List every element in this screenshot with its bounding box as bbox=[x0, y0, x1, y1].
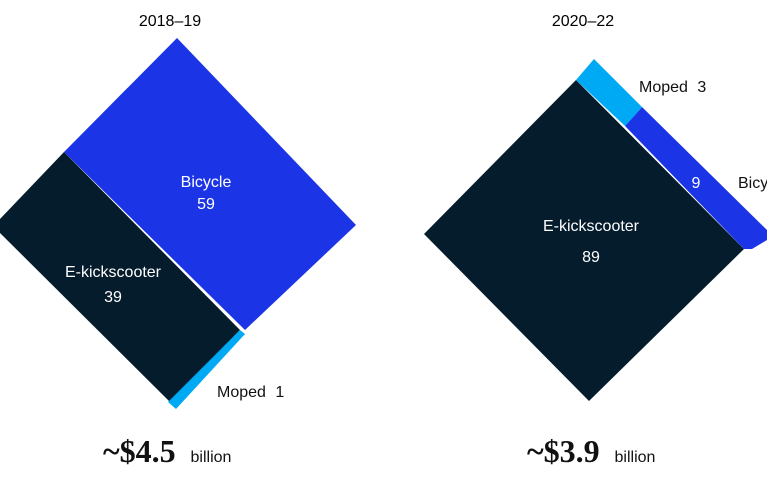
segment-bicycle-2018-19 bbox=[64, 38, 356, 330]
svg-text:Moped 1: Moped 1 bbox=[217, 384, 284, 401]
value-moped-2018-19: 1 bbox=[275, 384, 284, 401]
svg-text:~$3.9 billion: ~$3.9 billion bbox=[527, 433, 655, 469]
label-e-kickscooter-2018-19: E-kickscooter bbox=[65, 264, 162, 281]
segment-moped-2018-19 bbox=[168, 330, 245, 409]
value-moped-2020-22: 3 bbox=[697, 79, 706, 96]
chart-2020-22: 2020–22 E-kickscooter 89 9 Bicy Moped 3 … bbox=[424, 13, 767, 469]
label-e-kickscooter-2020-22: E-kickscooter bbox=[543, 218, 640, 235]
chart-title-2018-19: 2018–19 bbox=[139, 13, 201, 30]
total-unit-2020-22: billion bbox=[615, 449, 656, 466]
segment-bicycle-2020-22 bbox=[625, 107, 767, 249]
total-unit-2018-19: billion bbox=[191, 449, 232, 466]
chart-title-2020-22: 2020–22 bbox=[552, 13, 614, 30]
segment-e-kickscooter-2018-19 bbox=[0, 152, 240, 402]
value-e-kickscooter-2018-19: 39 bbox=[104, 289, 122, 306]
label-bicycle-2018-19: Bicycle bbox=[181, 174, 232, 191]
svg-text:~$4.5 billion: ~$4.5 billion bbox=[103, 433, 231, 469]
chart-2018-19: 2018–19 Bicycle 59 E-kickscooter 39 Mope… bbox=[0, 13, 356, 469]
svg-text:Moped 3: Moped 3 bbox=[639, 79, 706, 96]
total-value-2018-19: ~$4.5 bbox=[103, 433, 176, 469]
total-value-2020-22: ~$3.9 bbox=[527, 433, 600, 469]
value-e-kickscooter-2020-22: 89 bbox=[582, 249, 600, 266]
segment-e-kickscooter-2020-22 bbox=[424, 80, 744, 401]
segment-moped-2020-22 bbox=[576, 59, 642, 126]
value-bicycle-2020-22: 9 bbox=[692, 175, 701, 192]
value-bicycle-2018-19: 59 bbox=[197, 196, 215, 213]
label-moped-2020-22: Moped bbox=[639, 79, 688, 96]
label-bicycle-2020-22: Bicy bbox=[738, 175, 767, 192]
label-moped-2018-19: Moped bbox=[217, 384, 266, 401]
